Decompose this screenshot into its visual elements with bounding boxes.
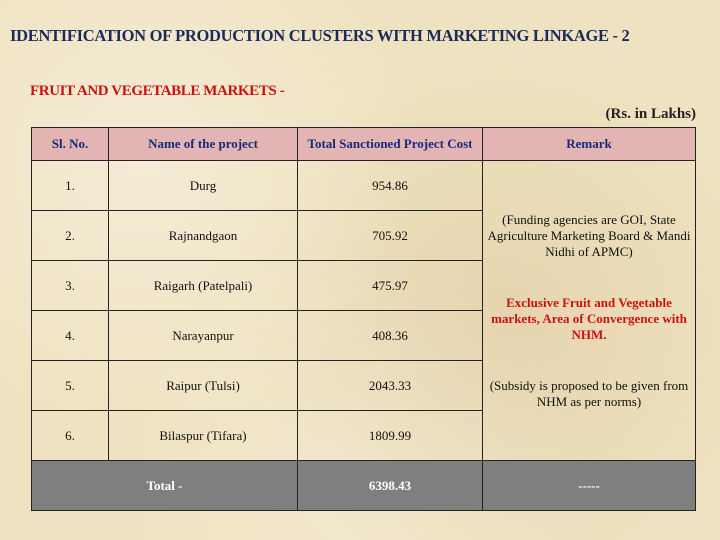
sl-no: 5. [31, 360, 109, 411]
header-row: Sl. No. Name of the project Total Sancti… [31, 127, 696, 161]
total-remark: ----- [482, 460, 696, 511]
sl-no: 6. [31, 410, 109, 461]
header-cost: Total Sanctioned Project Cost [297, 127, 483, 161]
remark-exclusive: Exclusive Fruit and Vegetable markets, A… [491, 294, 687, 342]
remark-funding: (Funding agencies are GOI, State Agricul… [487, 211, 691, 259]
project-cost: 475.97 [297, 260, 483, 311]
project-name: Narayanpur [108, 310, 298, 361]
project-name: Rajnandgaon [108, 210, 298, 261]
table-row: 2. Rajnandgaon 705.92 [31, 210, 696, 261]
total-label: Total - [31, 460, 298, 511]
sl-no: 2. [31, 210, 109, 261]
project-cost: 1809.99 [297, 410, 483, 461]
total-row: Total - 6398.43 ----- [31, 460, 696, 511]
project-name: Bilaspur (Tifara) [108, 410, 298, 461]
table-row: 6. Bilaspur (Tifara) 1809.99 [31, 410, 696, 461]
total-cost: 6398.43 [297, 460, 483, 511]
projects-table: Sl. No. Name of the project Total Sancti… [31, 127, 696, 511]
project-cost: 408.36 [297, 310, 483, 361]
project-name: Raipur (Tulsi) [108, 360, 298, 411]
header-sl-no: Sl. No. [31, 127, 109, 161]
project-name: Raigarh (Patelpali) [108, 260, 298, 311]
sl-no: 1. [31, 160, 109, 211]
table-row: 3. Raigarh (Patelpali) 475.97 [31, 260, 696, 311]
project-cost: 2043.33 [297, 360, 483, 411]
section-subtitle: FRUIT AND VEGETABLE MARKETS - [30, 83, 285, 99]
table-row: 5. Raipur (Tulsi) 2043.33 [31, 360, 696, 411]
slide-title: IDENTIFICATION OF PRODUCTION CLUSTERS WI… [10, 26, 630, 45]
table-row: 1. Durg 954.86 (Funding agencies are GOI… [31, 160, 696, 461]
project-cost: 705.92 [297, 210, 483, 261]
header-name: Name of the project [108, 127, 298, 161]
project-name: Durg [108, 160, 298, 211]
header-remark: Remark [482, 127, 696, 161]
remark-subsidy: (Subsidy is proposed to be given from NH… [489, 377, 689, 409]
sl-no: 4. [31, 310, 109, 361]
sl-no: 3. [31, 260, 109, 311]
unit-label: (Rs. in Lakhs) [605, 106, 696, 122]
remark-cell: (Funding agencies are GOI, State Agricul… [482, 160, 696, 461]
project-cost: 954.86 [297, 160, 483, 211]
